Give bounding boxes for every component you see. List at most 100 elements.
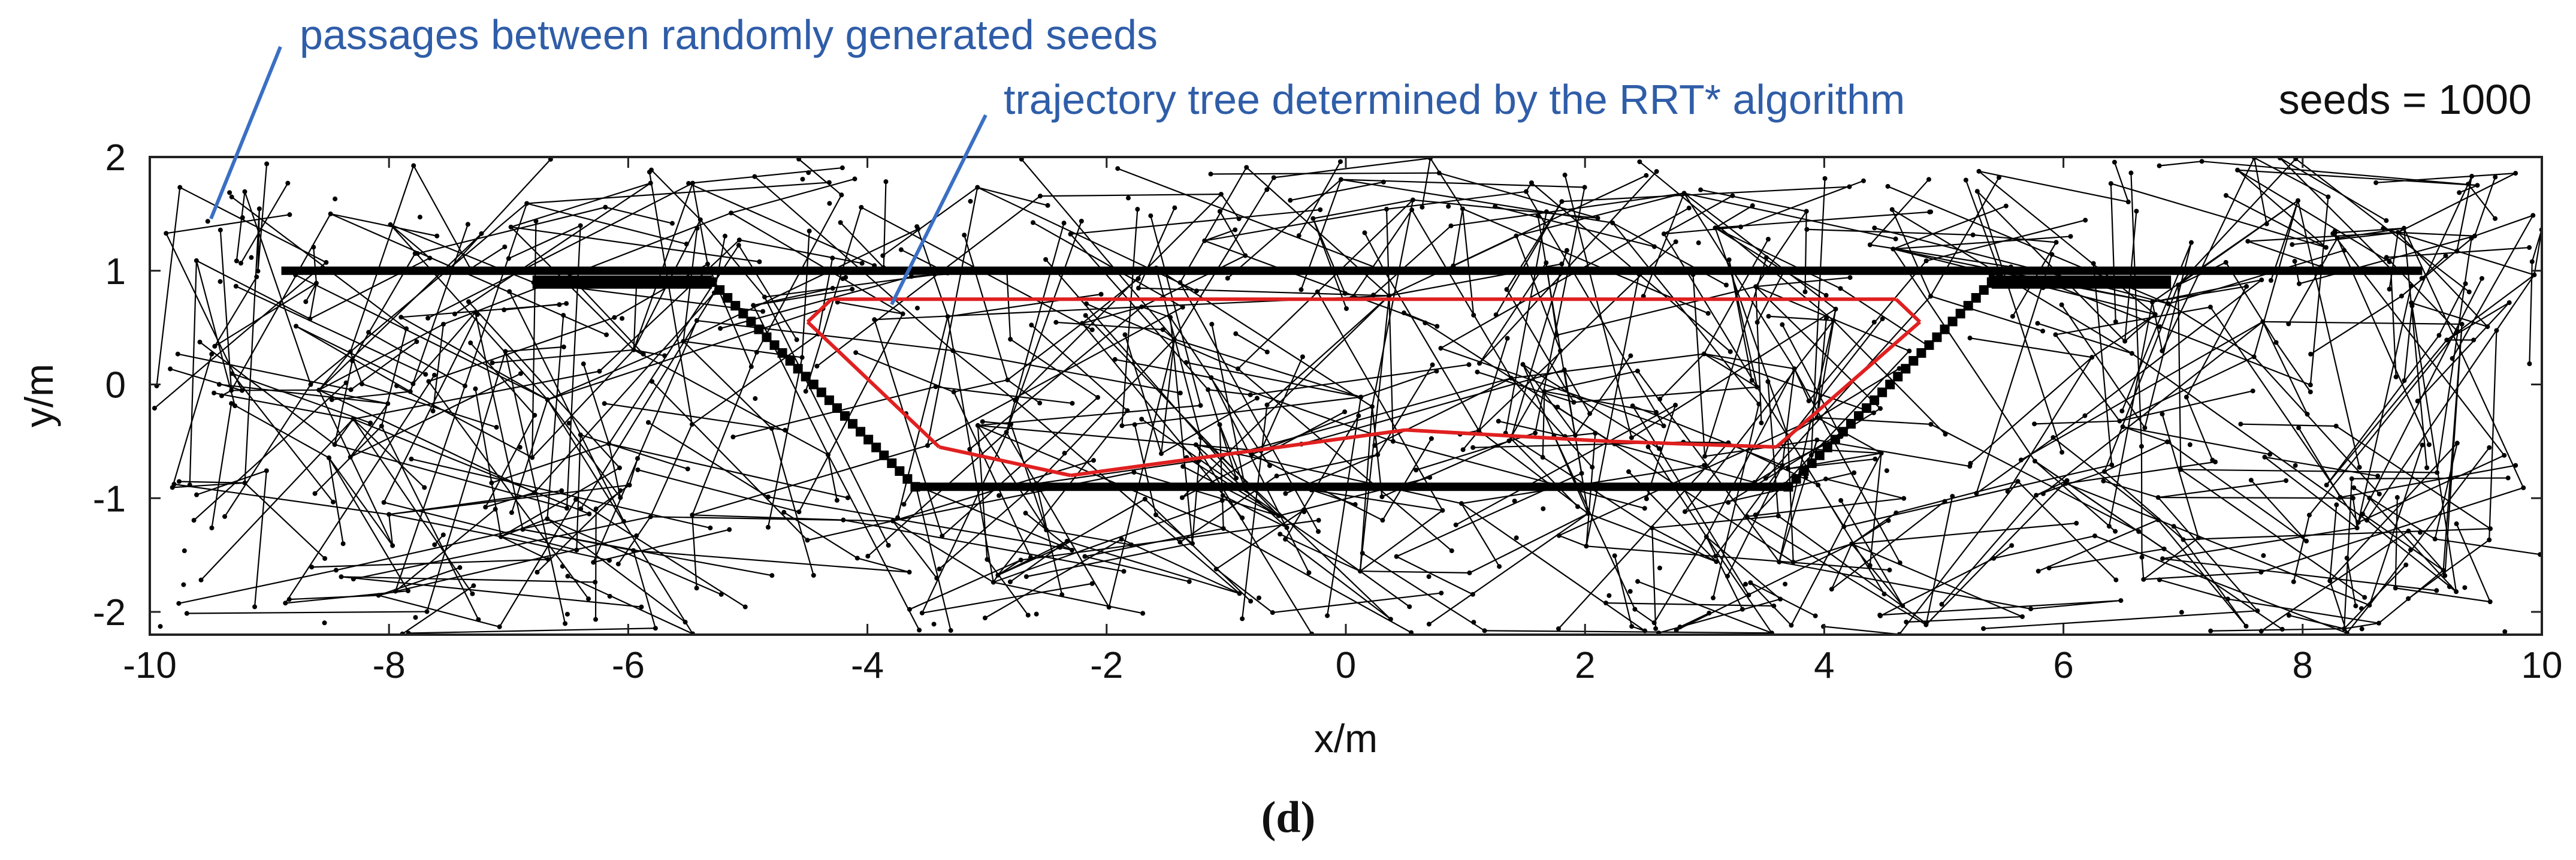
seed-point [807,228,812,234]
seed-point [2279,626,2285,632]
rrt-path-segment [1609,439,1777,449]
tree-edge [1976,254,2053,494]
tree-edge [837,301,903,315]
seed-point [883,179,889,185]
seed-point [1877,612,1883,618]
right-diagonal-wall [1838,427,1848,437]
seed-point [431,372,437,378]
tree-edge [827,454,838,500]
seed-point [1139,417,1144,422]
tree-edge [2382,228,2535,276]
seed-point [794,337,799,342]
seed-point [2068,234,2073,239]
tree-edge [253,470,267,607]
tree-edge [1495,201,1563,315]
tree-edge [2007,357,2093,492]
seed-point [322,620,327,626]
seed-point [1728,349,1733,354]
seed-point [1300,354,1305,360]
tree-edge [2456,523,2491,602]
seed-point [1847,275,1853,280]
left-diagonal-wall [762,332,772,342]
tree-edge [839,222,884,268]
tree-edge [977,424,1261,452]
seed-point [2457,190,2462,195]
seed-point [2330,231,2336,236]
seed-point [1083,313,1088,318]
tree-edge [1683,192,1795,369]
tree-edge [428,381,589,599]
seed-point [1278,532,1283,537]
tree-edge [892,520,994,583]
seed-point [1429,436,1434,441]
seed-point [184,611,189,616]
seed-point [914,306,920,311]
tree-edge [2397,231,2475,237]
seed-point [1635,579,1641,584]
seed-point [662,353,668,358]
tree-edge [2329,505,2338,581]
tree-edge [1511,250,1568,437]
tree-edge [1750,582,1792,626]
seed-point [2447,584,2452,589]
tree-edge [754,176,953,351]
tree-edge [1683,192,1837,310]
seed-point [1886,518,1891,523]
tree-edge [2108,301,2154,527]
tree-edge [2358,454,2505,523]
seed-point [1356,413,1361,418]
tree-edge [330,213,437,237]
tree-edge [2438,283,2466,336]
tree-edge [1970,337,2092,358]
tree-edge [2403,306,2413,381]
tree-edge [691,333,819,425]
tree-edge [1976,191,2063,452]
tree-edge [2295,158,2470,293]
tree-edge [1817,417,1931,426]
tree-edge [915,485,952,631]
seed-point [845,495,850,500]
seed-point [507,289,512,294]
tree-edge [1522,364,1576,436]
tree-edge [196,259,310,320]
seed-point [2112,159,2117,165]
seed-point [1644,173,1649,178]
left-diagonal-wall [871,442,881,452]
tree-edge [1755,286,1762,423]
seed-point [1126,195,1131,201]
tree-edge [235,191,246,261]
seed-point [329,397,334,402]
seed-point [2406,596,2411,601]
right-diagonal-wall [1799,466,1809,476]
tree-edge [1511,378,1593,468]
plot-frame [149,156,2543,636]
tree-edge [401,585,474,633]
seed-point [506,256,511,261]
seed-point [1657,396,1663,402]
tree-edge [1852,522,2077,545]
seed-point [457,565,463,571]
tree-edge [2065,461,2216,484]
tree-edge [331,391,410,401]
seed-point [2351,485,2357,490]
seed-point [1512,498,1517,503]
seed-point [2344,556,2349,561]
tree-edge [1276,454,1378,477]
tree-edge [1793,368,1810,402]
seed-point [931,621,937,627]
seed-point [417,215,422,220]
tree-edge [314,426,382,494]
seed-point [800,176,805,182]
seed-point [1743,581,1748,587]
seed-point [2381,226,2386,231]
tree-edge [1440,207,1690,349]
tree-edge [1767,381,1779,516]
seed-point [1470,445,1476,450]
tree-edge [828,454,920,630]
seed-point [1981,626,1986,631]
tree-edge [2168,249,2345,304]
tree-edge [1005,222,1065,433]
tree-edge [219,230,232,391]
tree-edge [1930,424,2139,532]
seed-point [1023,574,1029,580]
